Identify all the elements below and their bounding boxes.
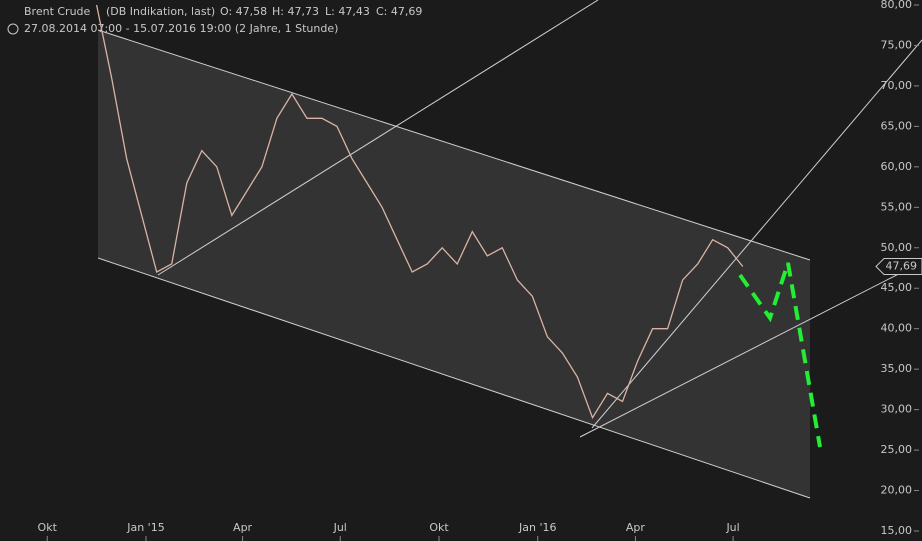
y-tick-label: 35,00 — [881, 362, 913, 375]
y-tick-label: 20,00 — [881, 484, 913, 497]
x-tick-label: Jul — [725, 521, 739, 534]
x-tick-label: Apr — [233, 521, 253, 534]
x-tick-label: Jul — [333, 521, 347, 534]
last-price-label: 47,69 — [886, 259, 918, 272]
channel-bottom — [97, 257, 811, 499]
period: 27.08.2014 07:00 - 15.07.2016 19:00 (2 J… — [24, 22, 338, 35]
trendline — [579, 261, 922, 438]
y-tick-label: 80,00 — [881, 0, 913, 11]
last-price-marker — [875, 257, 922, 275]
trendline — [157, 0, 599, 276]
ohlc-open: O: 47,58 — [220, 5, 267, 18]
ohlc-close: C: 47,69 — [376, 5, 422, 18]
instrument-title: Brent Crude — [24, 5, 91, 18]
x-tick-label: Okt — [38, 521, 58, 534]
y-tick-label: 70,00 — [881, 79, 913, 92]
price-line — [95, 4, 744, 420]
trendline — [591, 39, 922, 429]
y-tick-label: 25,00 — [881, 443, 913, 456]
trendlines — [97, 0, 922, 499]
y-tick-label: 40,00 — [881, 322, 913, 335]
x-tick-label: Apr — [626, 521, 646, 534]
forecast-arrow — [738, 262, 822, 448]
y-tick-label: 55,00 — [881, 200, 913, 213]
y-tick-label: 45,00 — [881, 281, 913, 294]
y-tick-label: 75,00 — [881, 38, 913, 51]
y-tick-label: 65,00 — [881, 119, 913, 132]
ohlc-low: L: 47,43 — [325, 5, 370, 18]
ohlc-high: H: 47,73 — [272, 5, 319, 18]
x-tick-label: Jan '15 — [126, 521, 164, 534]
clock-icon — [7, 23, 19, 35]
y-tick-label: 50,00 — [881, 241, 913, 254]
y-tick-label: 15,00 — [881, 524, 913, 537]
y-tick-label: 30,00 — [881, 403, 913, 416]
x-tick-label: Okt — [429, 521, 449, 534]
channel-top — [97, 29, 811, 261]
instrument-source: (DB Indikation, last) — [106, 5, 215, 18]
y-tick-label: 60,00 — [881, 160, 913, 173]
x-tick-label: Jan '16 — [518, 521, 556, 534]
